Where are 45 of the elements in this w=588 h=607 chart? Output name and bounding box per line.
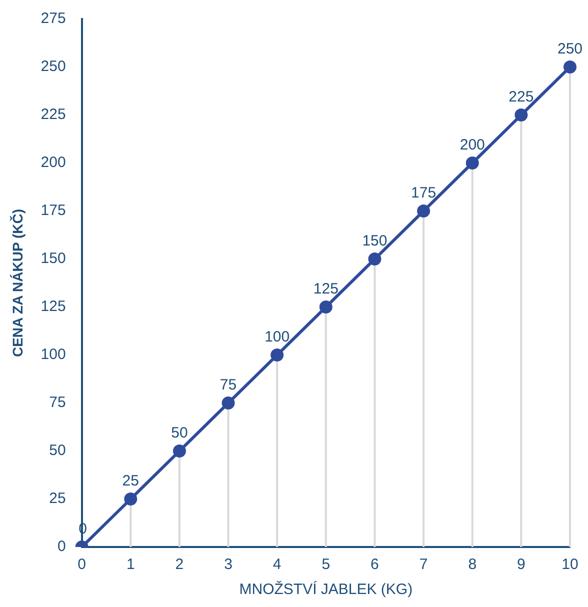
y-tick-label: 200 xyxy=(40,154,66,172)
x-tick-label: 8 xyxy=(468,556,477,574)
y-axis-title: CENA ZA NÁKUP (KČ) xyxy=(9,208,26,358)
point xyxy=(417,204,430,218)
data-label: 50 xyxy=(171,424,188,442)
point xyxy=(124,492,138,506)
y-tick-label: 150 xyxy=(40,250,66,268)
x-tick-label: 7 xyxy=(419,556,428,574)
data-label: 25 xyxy=(122,472,139,490)
x-tick-label: 3 xyxy=(224,556,232,574)
y-tick-label: 275 xyxy=(40,10,66,28)
y-tick-label: 50 xyxy=(49,442,66,460)
x-tick-label: 5 xyxy=(322,556,330,574)
point xyxy=(368,252,382,266)
y-tick-label: 225 xyxy=(40,106,66,124)
data-label: 175 xyxy=(411,184,436,202)
point xyxy=(222,396,235,410)
point xyxy=(514,108,528,122)
data-label: 225 xyxy=(508,88,534,106)
y-tick-label: 250 xyxy=(40,58,66,76)
point xyxy=(172,444,186,458)
data-label: 150 xyxy=(362,232,388,250)
y-tick-label: 125 xyxy=(40,298,66,316)
x-tick-label: 6 xyxy=(370,556,379,574)
x-tick-label: 1 xyxy=(126,556,135,574)
x-tick-label: 9 xyxy=(517,556,526,574)
x-axis-title: MNOŽSTVÍ JABLEK (KG) xyxy=(239,580,413,598)
point xyxy=(466,156,479,170)
data-label: 250 xyxy=(557,40,583,58)
x-tick-label: 2 xyxy=(175,556,184,574)
x-tick-label: 0 xyxy=(78,556,86,574)
data-label: 100 xyxy=(264,328,290,346)
y-tick-label: 0 xyxy=(57,538,66,556)
data-label: 75 xyxy=(220,376,237,394)
x-tick-label: 10 xyxy=(562,556,578,574)
point xyxy=(270,348,284,362)
data-label: 125 xyxy=(313,280,338,298)
x-tick-label: 4 xyxy=(272,556,282,574)
point xyxy=(319,300,332,314)
data-label: 200 xyxy=(460,136,485,154)
point xyxy=(564,60,576,74)
y-tick-label: 75 xyxy=(49,394,66,412)
y-tick-label: 175 xyxy=(40,202,66,220)
y-tick-label: 25 xyxy=(49,490,66,508)
y-tick-label: 100 xyxy=(40,346,66,364)
